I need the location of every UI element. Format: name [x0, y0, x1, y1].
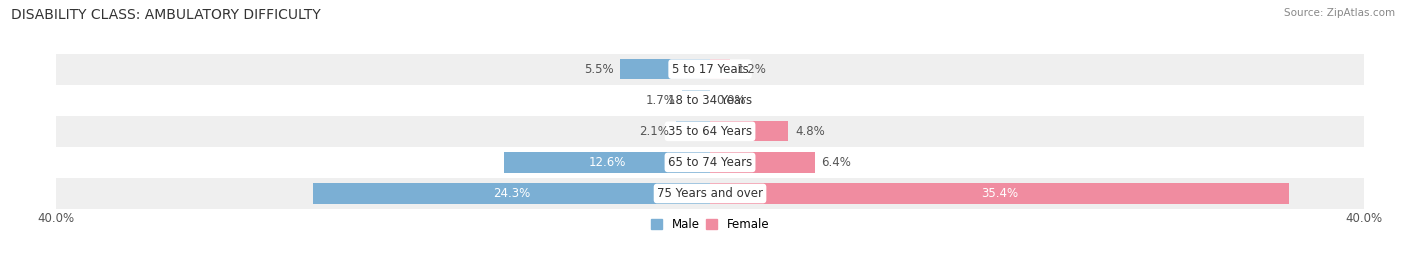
- Bar: [56, 85, 1364, 116]
- Bar: [710, 183, 1289, 204]
- Bar: [56, 178, 1364, 209]
- Text: Source: ZipAtlas.com: Source: ZipAtlas.com: [1284, 8, 1395, 18]
- Bar: [676, 121, 710, 142]
- Bar: [710, 59, 730, 79]
- Text: 65 to 74 Years: 65 to 74 Years: [668, 156, 752, 169]
- Text: 1.7%: 1.7%: [645, 94, 676, 107]
- Text: 6.4%: 6.4%: [821, 156, 851, 169]
- Text: DISABILITY CLASS: AMBULATORY DIFFICULTY: DISABILITY CLASS: AMBULATORY DIFFICULTY: [11, 8, 321, 22]
- Bar: [682, 90, 710, 110]
- Text: 5 to 17 Years: 5 to 17 Years: [672, 63, 748, 76]
- Text: 2.1%: 2.1%: [640, 125, 669, 138]
- Text: 1.2%: 1.2%: [737, 63, 766, 76]
- Text: 4.8%: 4.8%: [794, 125, 825, 138]
- Bar: [56, 116, 1364, 147]
- Bar: [314, 183, 710, 204]
- Bar: [56, 54, 1364, 85]
- Text: 24.3%: 24.3%: [494, 187, 530, 200]
- Text: 12.6%: 12.6%: [588, 156, 626, 169]
- Text: 75 Years and over: 75 Years and over: [657, 187, 763, 200]
- Bar: [505, 152, 710, 173]
- Legend: Male, Female: Male, Female: [651, 218, 769, 231]
- Text: 35 to 64 Years: 35 to 64 Years: [668, 125, 752, 138]
- Bar: [710, 152, 814, 173]
- Text: 0.0%: 0.0%: [717, 94, 747, 107]
- Bar: [710, 121, 789, 142]
- Text: 35.4%: 35.4%: [981, 187, 1018, 200]
- Text: 18 to 34 Years: 18 to 34 Years: [668, 94, 752, 107]
- Bar: [56, 147, 1364, 178]
- Bar: [620, 59, 710, 79]
- Text: 5.5%: 5.5%: [583, 63, 613, 76]
